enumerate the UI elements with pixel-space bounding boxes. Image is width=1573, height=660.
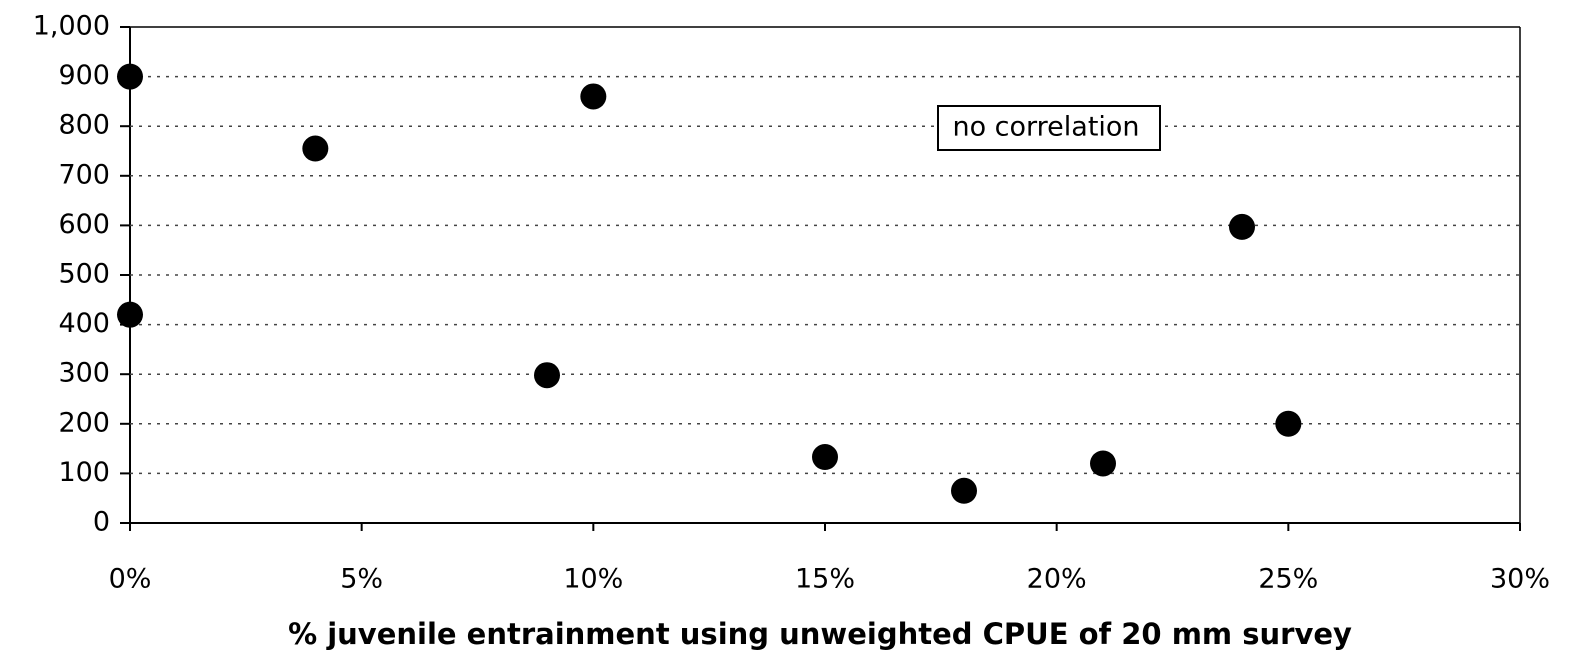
y-tick-label: 300 <box>58 358 110 389</box>
y-tick-label: 100 <box>58 457 110 488</box>
point <box>580 83 607 110</box>
y-tick-label: 200 <box>58 407 110 438</box>
x-tick-label: 10% <box>563 564 623 595</box>
x-tick-label: 5% <box>340 564 383 595</box>
y-tick-label: 900 <box>58 60 110 91</box>
x-axis-label: % juvenile entrainment using unweighted … <box>288 617 1352 651</box>
x-tick-label: 30% <box>1490 564 1550 595</box>
x-tick-label: 0% <box>109 564 152 595</box>
point <box>1275 410 1302 437</box>
y-tick-label: 500 <box>58 259 110 290</box>
y-tick-label: 700 <box>58 159 110 190</box>
annotation-box <box>937 105 1161 151</box>
point <box>117 301 143 328</box>
point <box>302 135 329 162</box>
x-tick-label: 20% <box>1027 564 1087 595</box>
point <box>1229 213 1255 240</box>
point <box>534 362 560 389</box>
y-tick-label: 1,000 <box>33 11 110 42</box>
x-tick-label: 15% <box>795 564 855 595</box>
y-tick-label: 0 <box>93 507 110 538</box>
y-tick-label: 400 <box>58 308 110 339</box>
point <box>1090 450 1116 477</box>
point <box>812 444 838 471</box>
annotation: no correlation <box>952 112 1139 143</box>
x-tick-label: 25% <box>1258 564 1318 595</box>
point <box>951 477 977 504</box>
point <box>117 63 143 90</box>
y-tick-label: 600 <box>58 209 110 240</box>
y-tick-label: 800 <box>58 110 110 141</box>
